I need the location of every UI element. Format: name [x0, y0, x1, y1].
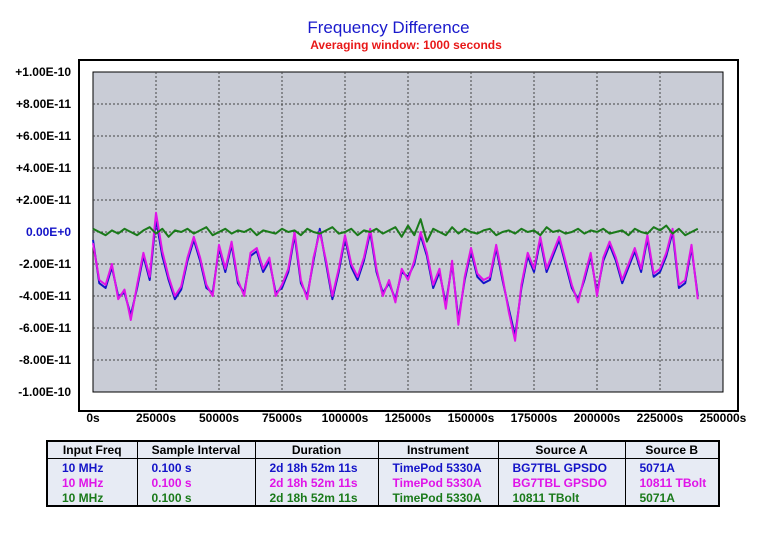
- table-cell: 0.100 s: [137, 458, 256, 476]
- table-row: 10 MHz 0.100 s 2d 18h 52m 11s TimePod 5330A…: [48, 476, 718, 491]
- table-header-cell: Input Freq: [48, 442, 138, 459]
- table-header-cell: Sample Interval: [137, 442, 256, 459]
- table-header-row: Input Freq Sample Interval Duration Instrum…: [48, 442, 718, 459]
- x-tick-label: 150000s: [448, 411, 495, 425]
- y-tick-label: +1.00E-10: [15, 65, 71, 79]
- table-header-cell: Source A: [498, 442, 626, 459]
- y-tick-label: -6.00E-11: [19, 321, 71, 335]
- y-tick-label: -8.00E-11: [19, 353, 71, 367]
- table-cell: 10 MHz: [48, 476, 138, 491]
- table-cell: TimePod 5330A: [378, 491, 499, 506]
- chart-canvas: +1.00E-10 +8.00E-11 +6.00E-11 +4.00E-11 +2.0…: [15, 59, 747, 425]
- table-cell: 10811 TBolt: [498, 491, 626, 506]
- y-tick-label: +4.00E-11: [16, 161, 71, 175]
- table-cell: 0.100 s: [137, 491, 256, 506]
- table-cell: 5071A: [639, 461, 675, 475]
- y-tick-label: -2.00E-11: [19, 257, 71, 271]
- x-tick-label: 225000s: [637, 411, 684, 425]
- y-axis: +1.00E-10 +8.00E-11 +6.00E-11 +4.00E-11 +2.0…: [15, 65, 71, 399]
- table-cell: 5071A: [639, 491, 675, 505]
- info-table: Input Freq Sample Interval Duration Instrum…: [46, 440, 720, 507]
- table-row: 10 MHz 0.100 s 2d 18h 52m 11s TimePod 5330A…: [48, 458, 718, 476]
- table-cell: 10811 TBolt: [639, 476, 707, 490]
- table-cell: TimePod 5330A: [378, 458, 499, 476]
- table-cell: 0.100 s: [137, 476, 256, 491]
- table-cell: BG7TBL GPSDO: [498, 476, 626, 491]
- chart-title: Frequency Difference: [307, 18, 470, 37]
- x-tick-label: 50000s: [199, 411, 239, 425]
- table-cell: 10 MHz: [48, 458, 138, 476]
- table-header-cell: Duration: [255, 442, 379, 459]
- series-line-3: [92, 218, 699, 243]
- table-cell: 2d 18h 52m 11s: [255, 458, 379, 476]
- table-cell: 2d 18h 52m 11s: [255, 476, 379, 491]
- series-layer: [92, 211, 699, 342]
- table-body: 10 MHz 0.100 s 2d 18h 52m 11s TimePod 5330A…: [48, 458, 718, 506]
- y-tick-label: -1.00E-10: [18, 385, 71, 399]
- x-tick-label: 25000s: [136, 411, 176, 425]
- series-line-2: [92, 211, 699, 342]
- chart-subtitle: Averaging window: 1000 seconds: [310, 38, 502, 52]
- y-tick-label: -4.00E-11: [19, 289, 71, 303]
- x-tick-label: 125000s: [385, 411, 432, 425]
- table-header-cell: Instrument: [378, 442, 499, 459]
- y-tick-label: +8.00E-11: [16, 97, 71, 111]
- table-header-cell: Source B: [625, 442, 718, 459]
- y-tick-label: +2.00E-11: [16, 193, 71, 207]
- x-tick-label: 175000s: [511, 411, 558, 425]
- table-row: 10 MHz 0.100 s 2d 18h 52m 11s TimePod 5330A…: [48, 491, 718, 506]
- table-cell: BG7TBL GPSDO: [498, 458, 626, 476]
- x-tick-label: 100000s: [322, 411, 369, 425]
- table-cell: 10 MHz: [48, 491, 138, 506]
- table-cell: TimePod 5330A: [378, 476, 499, 491]
- x-tick-label: 75000s: [262, 411, 302, 425]
- x-tick-label: 200000s: [574, 411, 621, 425]
- x-tick-label: 0s: [86, 411, 100, 425]
- y-tick-label: 0.00E+0: [26, 225, 71, 239]
- table-cell: 2d 18h 52m 11s: [255, 491, 379, 506]
- x-axis: 0s 25000s 50000s 75000s 100000s 125000s 150000…: [86, 411, 746, 425]
- y-tick-label: +6.00E-11: [16, 129, 71, 143]
- x-tick-label: 250000s: [700, 411, 747, 425]
